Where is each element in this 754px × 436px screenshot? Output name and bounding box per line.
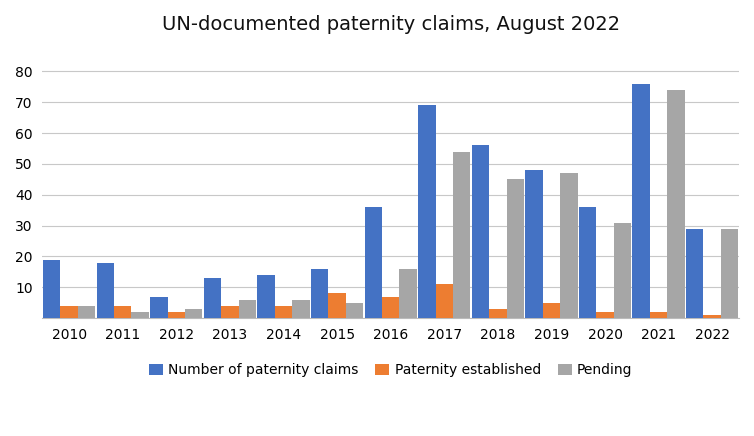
Bar — [526, 170, 543, 318]
Bar — [721, 228, 738, 318]
Bar — [328, 293, 346, 318]
Bar — [703, 315, 721, 318]
Bar — [686, 228, 703, 318]
Bar — [221, 306, 238, 318]
Bar — [311, 269, 328, 318]
Bar — [453, 152, 470, 318]
Bar — [543, 303, 560, 318]
Bar — [293, 300, 310, 318]
Bar — [633, 84, 650, 318]
Bar — [78, 306, 95, 318]
Bar — [43, 259, 60, 318]
Bar — [204, 278, 221, 318]
Bar — [418, 105, 436, 318]
Bar — [650, 312, 667, 318]
Bar — [382, 296, 400, 318]
Bar — [114, 306, 131, 318]
Bar — [97, 262, 114, 318]
Legend: Number of paternity claims, Paternity established, Pending: Number of paternity claims, Paternity es… — [143, 358, 638, 383]
Bar — [60, 306, 78, 318]
Bar — [167, 312, 185, 318]
Bar — [238, 300, 256, 318]
Bar — [346, 303, 363, 318]
Bar — [472, 145, 489, 318]
Bar — [614, 222, 631, 318]
Bar — [667, 90, 685, 318]
Bar — [507, 179, 524, 318]
Bar — [364, 207, 382, 318]
Bar — [257, 275, 274, 318]
Bar — [436, 284, 453, 318]
Bar — [400, 269, 417, 318]
Bar — [560, 173, 578, 318]
Bar — [579, 207, 596, 318]
Bar — [274, 306, 293, 318]
Bar — [185, 309, 203, 318]
Bar — [150, 296, 167, 318]
Bar — [489, 309, 507, 318]
Bar — [596, 312, 614, 318]
Title: UN-documented paternity claims, August 2022: UN-documented paternity claims, August 2… — [161, 15, 620, 34]
Bar — [131, 312, 149, 318]
